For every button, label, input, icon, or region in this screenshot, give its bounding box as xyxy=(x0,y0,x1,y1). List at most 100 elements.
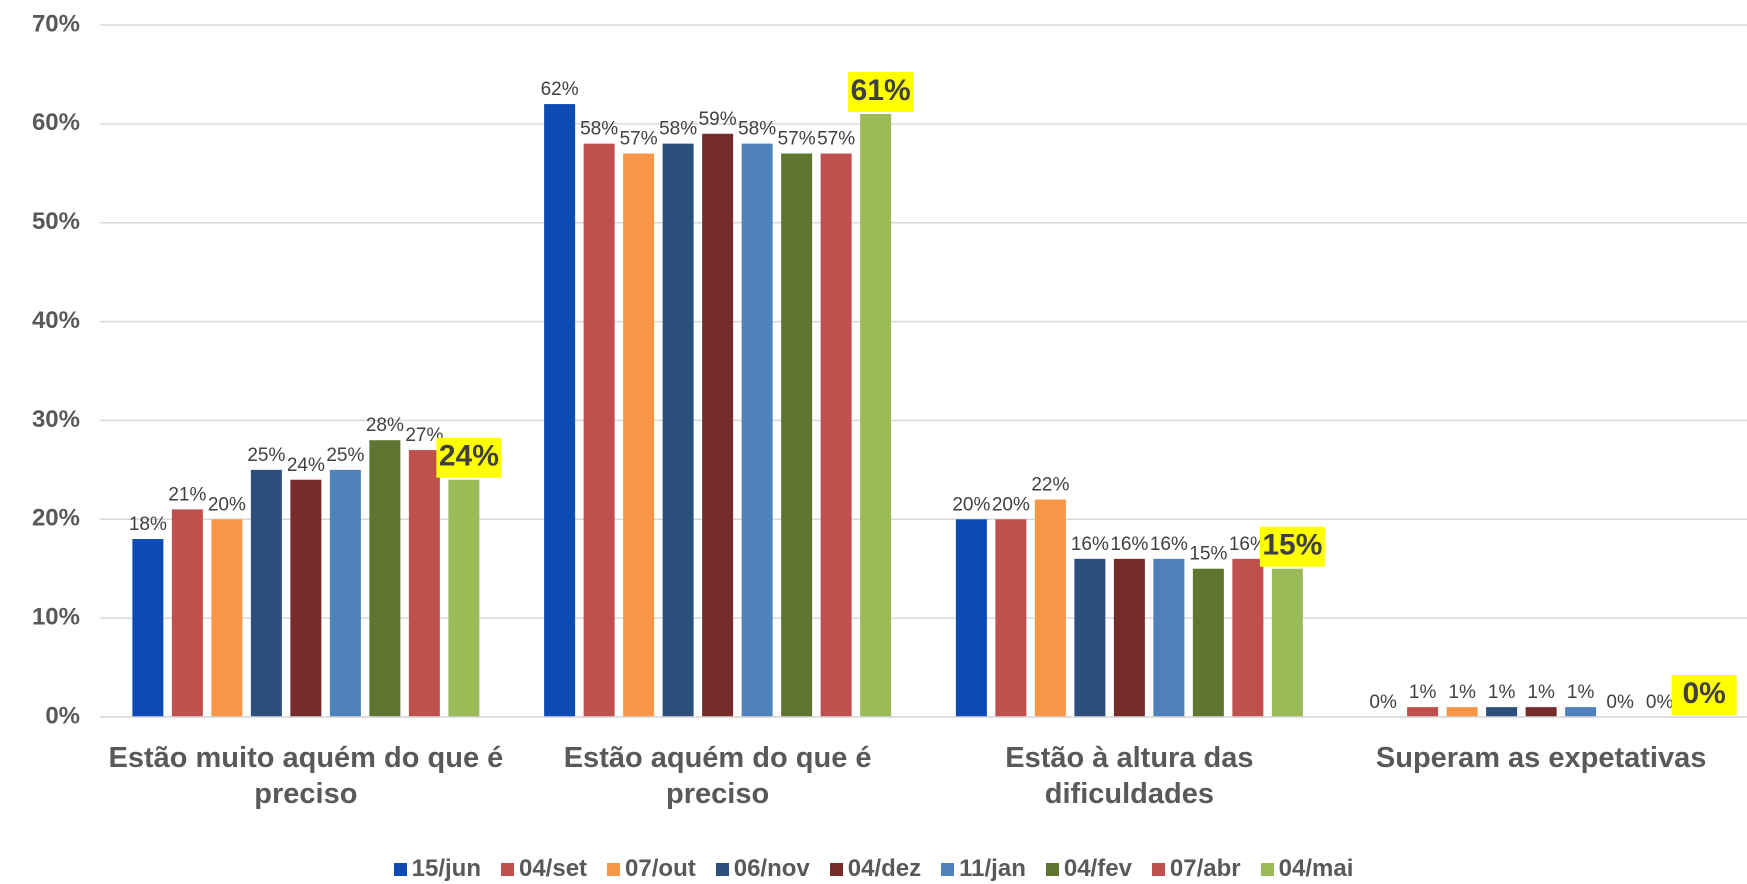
bar xyxy=(544,104,576,718)
data-label: 0% xyxy=(1606,692,1634,713)
data-label: 57% xyxy=(620,129,658,150)
legend-swatch xyxy=(500,862,514,876)
bar xyxy=(781,153,813,717)
bar xyxy=(702,133,734,717)
bar xyxy=(1486,707,1518,717)
data-label: 16% xyxy=(1229,534,1267,555)
x-tick-label: Estão muito aquém do que é preciso xyxy=(108,742,504,810)
data-label: 24% xyxy=(439,440,499,473)
bar xyxy=(369,440,401,717)
legend-label: 15/jun xyxy=(411,855,481,882)
bar xyxy=(1446,707,1478,717)
bar xyxy=(1565,707,1597,717)
legend-swatch xyxy=(715,862,729,876)
bar xyxy=(662,143,694,718)
data-label: 1% xyxy=(1448,682,1476,703)
data-label: 21% xyxy=(168,484,206,505)
bar xyxy=(132,539,164,717)
data-label: 58% xyxy=(580,119,618,140)
data-label: 0% xyxy=(1369,692,1397,713)
x-tick-label: Estão à altura das dificuldades xyxy=(1005,742,1254,810)
legend-label: 04/mai xyxy=(1278,855,1354,882)
y-tick-label: 30% xyxy=(32,406,80,433)
bar xyxy=(1232,558,1264,717)
data-label: 16% xyxy=(1150,534,1188,555)
bar xyxy=(408,450,440,717)
legend-label: 07/abr xyxy=(1169,855,1241,882)
label-highlight xyxy=(848,71,914,112)
data-label: 20% xyxy=(952,494,990,515)
data-label: 24% xyxy=(287,455,325,476)
data-label: 28% xyxy=(366,415,404,436)
legend-item: 07/out xyxy=(607,855,696,883)
bar xyxy=(171,509,203,717)
data-label: 20% xyxy=(992,494,1030,515)
y-tick-label: 10% xyxy=(32,603,80,630)
bar xyxy=(1525,707,1557,717)
data-label: 1% xyxy=(1567,682,1595,703)
bar xyxy=(1271,568,1303,717)
data-label: 22% xyxy=(1031,475,1069,496)
label-highlight xyxy=(436,437,502,478)
y-tick-label: 50% xyxy=(32,208,80,235)
data-label: 18% xyxy=(129,514,167,535)
legend-label: 06/nov xyxy=(733,855,810,882)
legend-item: 11/jan xyxy=(941,855,1026,883)
data-label: 25% xyxy=(326,445,364,466)
data-label: 27% xyxy=(405,425,443,446)
data-label: 15% xyxy=(1262,529,1322,562)
legend-item: 04/dez xyxy=(829,855,922,883)
legend-item: 07/abr xyxy=(1151,855,1241,883)
legend-label: 04/dez xyxy=(847,855,922,882)
bar xyxy=(250,469,282,717)
bar xyxy=(329,469,361,717)
bar xyxy=(1153,558,1185,717)
data-label: 58% xyxy=(738,119,776,140)
data-label: 20% xyxy=(208,494,246,515)
legend-label: 07/out xyxy=(625,855,696,882)
bar xyxy=(820,153,852,717)
legend-item: 06/nov xyxy=(715,855,810,883)
data-label: 62% xyxy=(541,79,579,100)
data-label: 25% xyxy=(247,445,285,466)
legend-item: 04/mai xyxy=(1260,855,1354,883)
data-label: 57% xyxy=(817,129,855,150)
data-label: 1% xyxy=(1409,682,1437,703)
bar xyxy=(1192,568,1224,717)
legend-swatch xyxy=(393,862,407,876)
legend-swatch xyxy=(829,862,843,876)
data-label: 0% xyxy=(1682,677,1725,710)
bar xyxy=(448,479,480,717)
data-label: 0% xyxy=(1646,692,1674,713)
data-label: 15% xyxy=(1189,544,1227,565)
data-label: 59% xyxy=(699,109,737,130)
data-label: 16% xyxy=(1110,534,1148,555)
legend-swatch xyxy=(607,862,621,876)
data-label: 58% xyxy=(659,119,697,140)
bar xyxy=(955,519,987,717)
legend-label: 04/set xyxy=(518,855,588,882)
data-label: 61% xyxy=(851,74,911,107)
bar xyxy=(1034,499,1066,717)
label-highlight xyxy=(1671,675,1737,715)
bar xyxy=(995,519,1027,717)
x-tick-label: Superam as expetativas xyxy=(1375,742,1707,774)
data-label: 57% xyxy=(778,129,816,150)
data-label: 16% xyxy=(1071,534,1109,555)
y-tick-label: 0% xyxy=(45,702,80,729)
y-tick-label: 60% xyxy=(32,109,80,136)
bar xyxy=(211,519,243,717)
y-tick-label: 70% xyxy=(32,10,80,37)
legend-swatch xyxy=(941,862,955,876)
y-tick-label: 20% xyxy=(32,505,80,532)
bar xyxy=(623,153,655,717)
legend-swatch xyxy=(1260,862,1274,876)
legend-item: 04/fev xyxy=(1045,855,1132,883)
legend-item: 15/jun xyxy=(393,855,481,883)
legend-swatch xyxy=(1045,862,1059,876)
bar xyxy=(860,113,892,717)
bar xyxy=(290,479,322,717)
legend: 15/jun 04/set 07/out 06/nov 04/dez 11/jan 04/f… xyxy=(0,855,1747,883)
y-tick-label: 40% xyxy=(32,307,80,334)
